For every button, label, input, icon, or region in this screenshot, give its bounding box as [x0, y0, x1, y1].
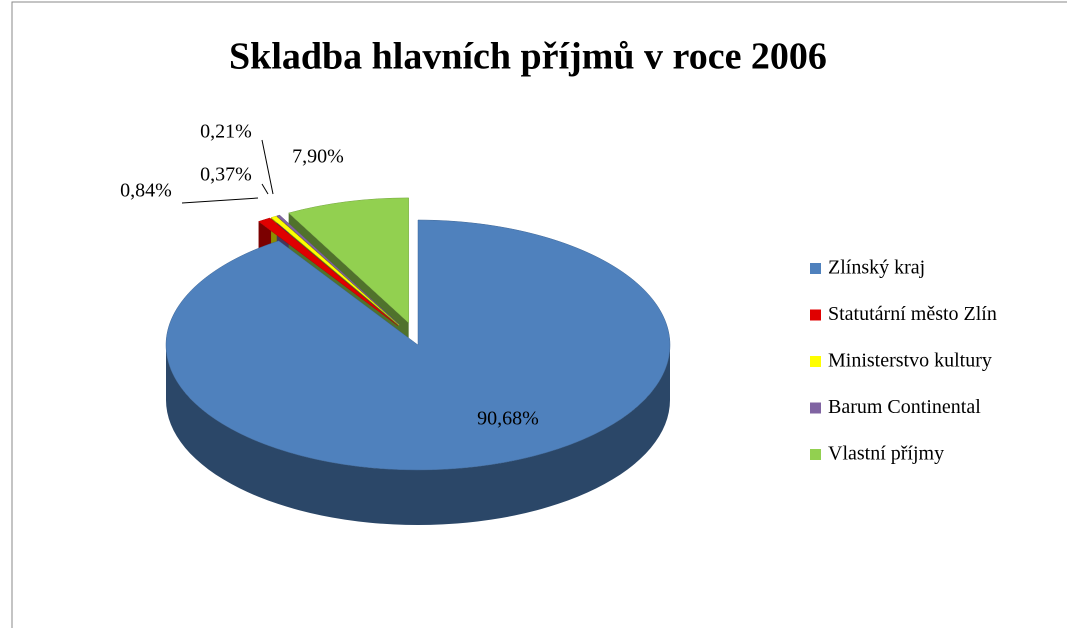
legend-swatch — [810, 309, 821, 321]
data-label: 7,90% — [292, 146, 344, 168]
chart-title: Skladba hlavních příjmů v roce 2006 — [229, 36, 827, 78]
data-label: 90,68% — [477, 408, 539, 430]
legend-label: Vlastní příjmy — [828, 443, 944, 465]
slice-side — [166, 345, 670, 525]
slice — [165, 219, 671, 471]
data-label: 0,84% — [120, 180, 172, 202]
slice — [288, 197, 409, 324]
data-label: 0,21% — [200, 121, 252, 143]
legend-swatch — [810, 263, 821, 274]
legend-label: Zlínský kraj — [828, 257, 925, 279]
legend-label: Barum Continental — [828, 396, 981, 418]
leader-line — [181, 197, 259, 204]
legend-swatch — [810, 402, 821, 414]
legend-swatch — [810, 449, 821, 460]
leader-line — [261, 139, 274, 195]
legend-label: Statutární město Zlín — [828, 303, 997, 325]
slice — [258, 217, 399, 326]
slice — [270, 215, 400, 326]
slice — [276, 214, 400, 326]
legend-swatch — [810, 356, 821, 367]
legend-label: Ministerstvo kultury — [828, 350, 992, 372]
leader-line — [261, 183, 269, 195]
pie — [165, 197, 671, 525]
data-label: 0,37% — [200, 164, 252, 186]
